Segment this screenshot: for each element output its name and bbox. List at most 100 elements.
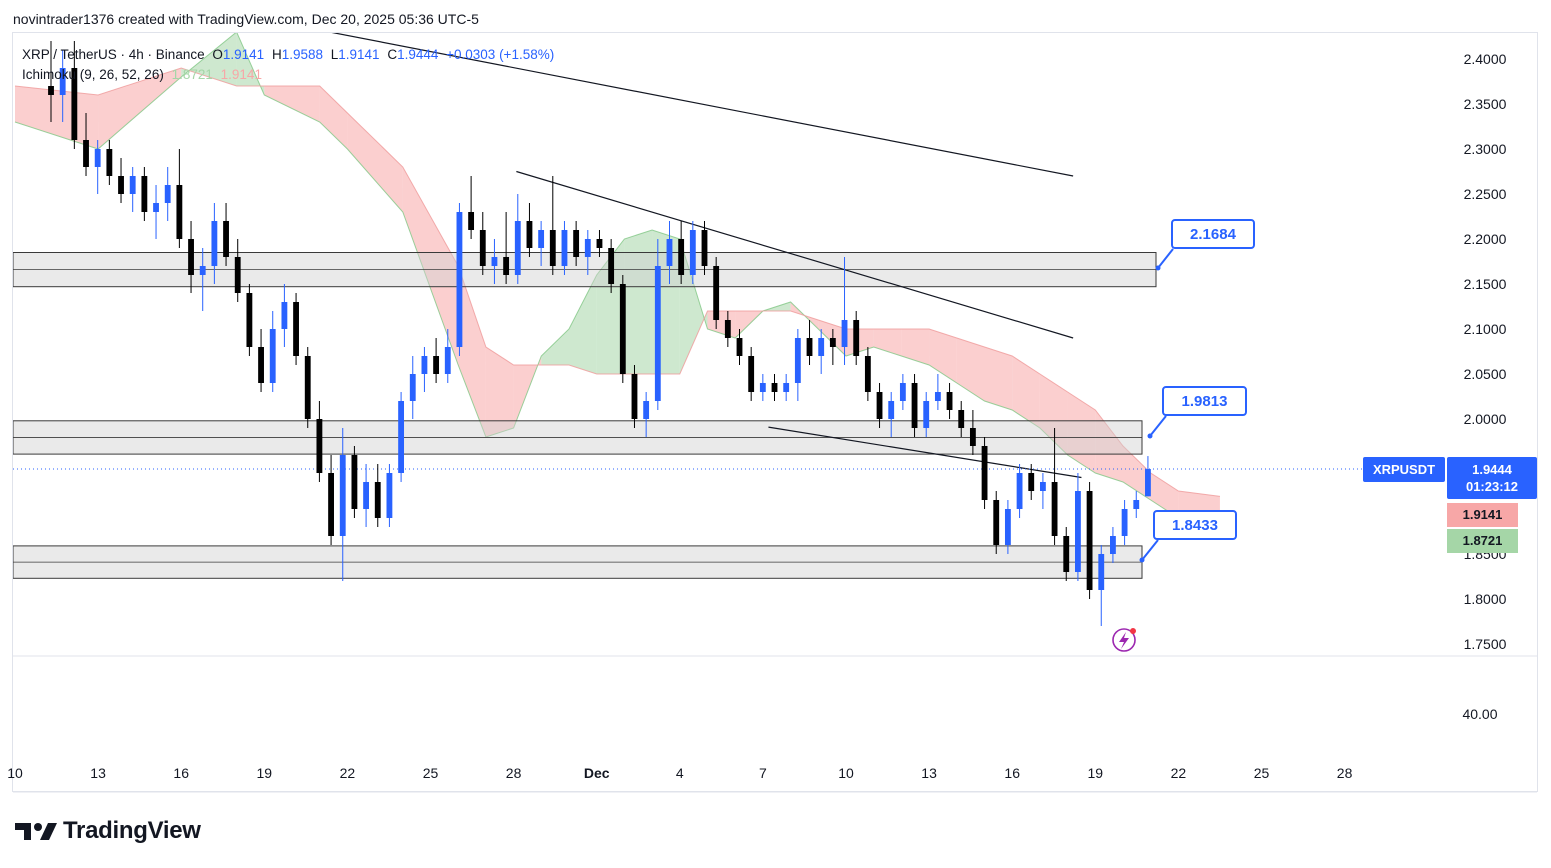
candle-body (106, 149, 113, 176)
candle-body (981, 446, 988, 500)
legend-high-label: H (271, 47, 282, 62)
candle-body (853, 320, 860, 356)
cloud-segment (679, 239, 708, 374)
candle-body (1086, 491, 1093, 590)
tradingview-logo[interactable]: TradingView (15, 817, 201, 845)
legend-ichimoku[interactable]: Ichimoku (9, 26, 52, 26) (22, 67, 164, 82)
candle-body (293, 302, 299, 356)
candle-body (223, 221, 229, 257)
x-tick-label: 13 (90, 765, 106, 781)
candle-body (118, 176, 124, 194)
candle-body (258, 347, 264, 383)
candle-body (724, 320, 731, 338)
y-tick-label: 2.1500 (1464, 276, 1507, 292)
legend-high: 1.9588 (281, 47, 323, 62)
x-tick-label: 7 (759, 765, 767, 781)
y-tick-label: 2.1000 (1464, 321, 1507, 337)
candle-body (421, 356, 428, 374)
candle-body (1110, 536, 1116, 554)
candle-body (643, 401, 650, 419)
cloud-segment (264, 86, 320, 122)
callout-mid-zone[interactable]: 1.9813 (1162, 386, 1247, 416)
candle-body (59, 68, 66, 95)
candle-body (666, 239, 673, 266)
oscillator-tick-label: 40.00 (1462, 706, 1497, 722)
candle-body (818, 338, 825, 356)
y-tick-label: 2.3500 (1464, 96, 1507, 112)
cloud-span-a-line (14, 33, 1221, 535)
callout-anchor-dot (1155, 265, 1161, 271)
legend-span-b: 1.9141 (220, 67, 262, 82)
candle-body (234, 257, 241, 293)
candle-body (829, 338, 836, 347)
candle-body (619, 284, 626, 374)
candle-body (759, 383, 766, 392)
trendlines (13, 33, 1440, 479)
candle-body (456, 212, 463, 347)
cloud-segment (873, 329, 902, 356)
candle-body (363, 482, 370, 509)
legend-low-label: L (330, 47, 339, 62)
candle-body (1016, 473, 1023, 509)
candle-body (269, 329, 276, 383)
candle-body (479, 230, 486, 266)
candle-body (993, 500, 1000, 545)
cloud-segment (624, 230, 653, 374)
y-tick-label: 1.7500 (1464, 636, 1507, 652)
candle-body (958, 410, 965, 428)
cloud-segment (181, 33, 237, 86)
candle-body (491, 257, 498, 266)
candle-body (934, 392, 941, 401)
candle-body (946, 392, 953, 410)
legend-change: +0.0303 (+1.58%) (446, 47, 555, 62)
candle-body (783, 383, 790, 392)
candle-body (386, 473, 393, 518)
candle-body (503, 257, 510, 275)
candle-body (689, 230, 696, 275)
candle-body (899, 383, 906, 401)
candle-body (48, 86, 54, 95)
candle-body (433, 356, 440, 374)
y-tick-label: 2.0000 (1464, 411, 1507, 427)
candle-body (246, 293, 253, 347)
tradingview-brand: TradingView (63, 817, 201, 844)
candle-body (736, 338, 743, 356)
candle-body (1074, 491, 1081, 572)
candle-body (923, 401, 930, 428)
lightning-icon (1112, 628, 1136, 652)
span-a-price-tag: 1.8721 (1447, 529, 1518, 553)
x-tick-label: 19 (1088, 765, 1104, 781)
candle-body (596, 239, 603, 248)
callout-support[interactable]: 1.8433 (1153, 510, 1237, 540)
last-price-value: 1.9444 (1472, 462, 1512, 477)
cloud-segment (319, 86, 348, 149)
span-b-price-tag: 1.9141 (1447, 503, 1518, 527)
y-tick-label: 2.2500 (1464, 186, 1507, 202)
x-tick-label: 28 (1337, 765, 1353, 781)
cloud-segment (569, 275, 597, 374)
candle-body (71, 68, 78, 140)
candle-body (561, 230, 568, 266)
callout-resistance[interactable]: 2.1684 (1171, 219, 1255, 249)
candle-body (1028, 473, 1035, 491)
chart-legend: XRP / TetherUS · 4h · Binance O1.9141 H1… (22, 45, 558, 85)
callout-connector (1149, 415, 1167, 437)
candle-body (526, 221, 533, 248)
candle-body (188, 239, 194, 275)
x-tick-label: 25 (1254, 765, 1270, 781)
x-tick-label: 4 (676, 765, 684, 781)
candle-body (806, 338, 813, 356)
x-tick-label: Dec (584, 765, 610, 781)
x-tick-label: 28 (506, 765, 522, 781)
x-tick-label: 16 (173, 765, 189, 781)
x-tick-label: 22 (340, 765, 356, 781)
candle-body (1121, 509, 1128, 536)
legend-low: 1.9141 (338, 47, 380, 62)
candle-body (444, 347, 451, 374)
callout-connector (1157, 248, 1174, 269)
cloud-segment (929, 329, 957, 383)
cloud-segment (846, 329, 874, 356)
bar-countdown: 01:23:12 (1465, 479, 1519, 494)
candle-body (771, 383, 778, 392)
